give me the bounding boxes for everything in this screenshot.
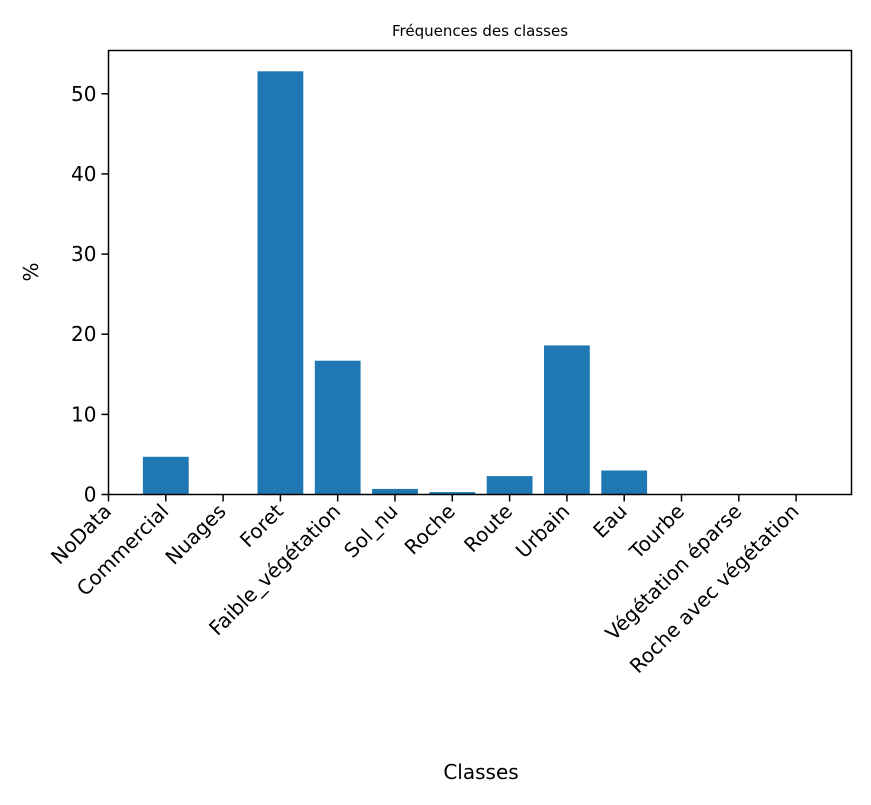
y-tick-label-1: 10 bbox=[71, 402, 96, 426]
bar-8 bbox=[544, 345, 590, 495]
y-tick-label-2: 20 bbox=[71, 322, 96, 346]
y-axis-label: % bbox=[19, 262, 43, 281]
y-tick-label-3: 30 bbox=[71, 242, 96, 266]
chart-title: Fréquences des classes bbox=[392, 22, 568, 40]
bar-6 bbox=[429, 492, 476, 495]
y-axis: 0 10 20 30 40 50 bbox=[71, 82, 109, 507]
bar-5 bbox=[372, 488, 418, 495]
y-tick-label-5: 50 bbox=[71, 82, 96, 106]
bar-7 bbox=[486, 476, 533, 495]
bar-4 bbox=[314, 360, 361, 495]
bar-1 bbox=[142, 456, 189, 495]
bars bbox=[142, 71, 648, 495]
y-tick-label-4: 40 bbox=[71, 162, 96, 186]
x-axis-label: Classes bbox=[443, 760, 518, 784]
plot-frame bbox=[107, 49, 853, 496]
bar-3 bbox=[257, 71, 304, 495]
y-tick-label-0: 0 bbox=[84, 483, 97, 507]
bar-9 bbox=[601, 470, 648, 495]
